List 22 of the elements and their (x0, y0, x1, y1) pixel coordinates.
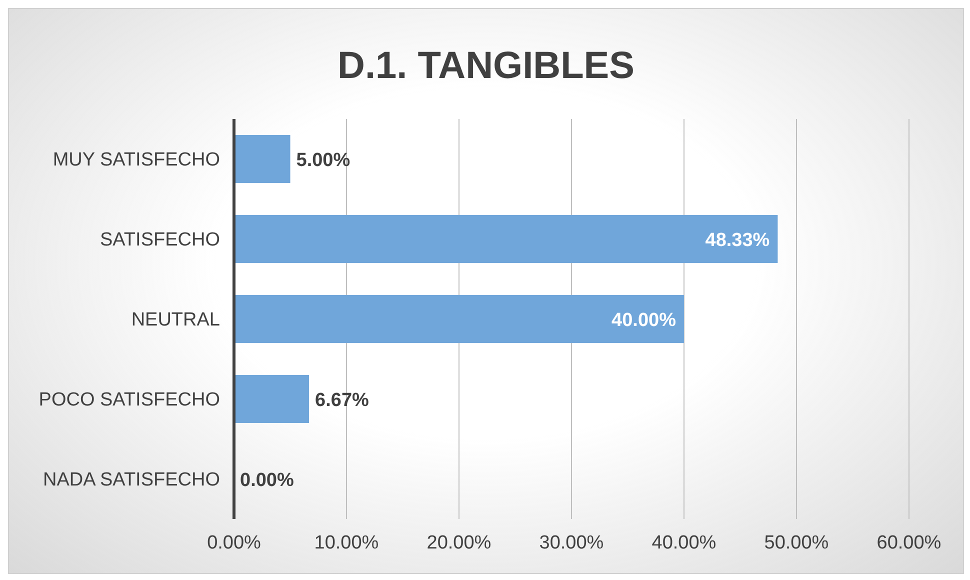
data-label: 6.67% (315, 390, 370, 411)
x-tick-label: 40.00% (652, 532, 716, 554)
bar (234, 215, 778, 263)
data-label: 40.00% (612, 310, 676, 331)
x-tick-label: 10.00% (314, 532, 379, 554)
data-label: 48.33% (705, 230, 770, 251)
x-tick-label: 20.00% (426, 532, 492, 554)
x-tick-label: 0.00% (207, 532, 262, 554)
bar (234, 375, 310, 423)
data-label: 5.00% (296, 150, 350, 171)
x-tick-label: 30.00% (539, 532, 604, 554)
chart-title: D.1. TANGIBLES (336, 45, 636, 88)
data-label: 0.00% (240, 470, 294, 491)
y-tick-label: NADA SATISFECHO (42, 470, 220, 491)
bar (234, 295, 684, 343)
bar (234, 135, 290, 183)
y-tick-label: POCO SATISFECHO (38, 390, 220, 411)
x-tick-label: 60.00% (876, 532, 942, 554)
x-tick-label: 50.00% (764, 532, 829, 554)
y-tick-label: SATISFECHO (100, 230, 220, 251)
y-tick-label: NEUTRAL (131, 310, 220, 331)
y-tick-label: MUY SATISFECHO (52, 150, 220, 171)
